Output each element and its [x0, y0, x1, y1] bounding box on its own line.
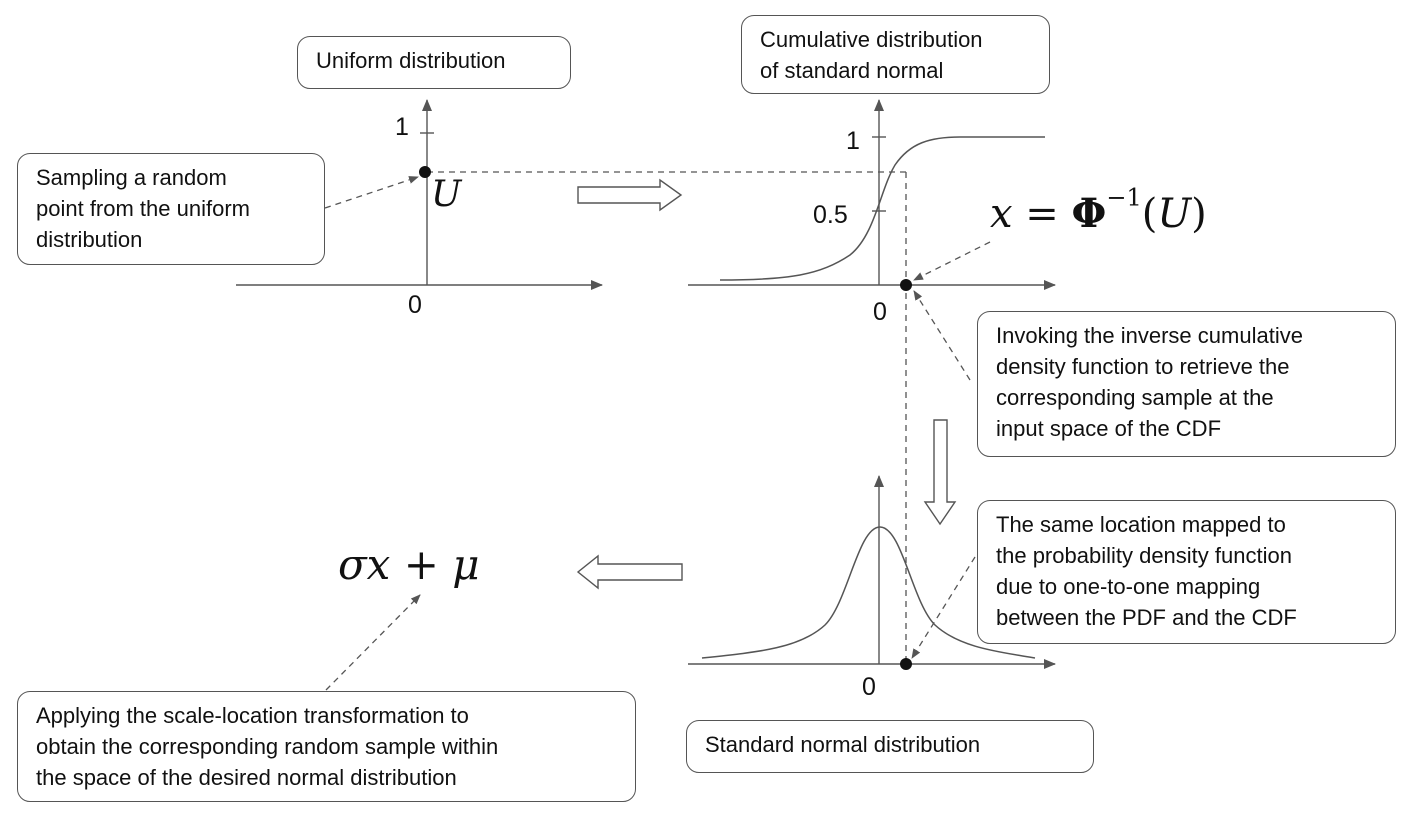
pdf-tick-zero: 0 [862, 673, 876, 701]
down-block-arrow [923, 419, 957, 526]
uniform-axes [236, 99, 603, 290]
cdf-tick-one: 1 [846, 127, 860, 155]
inverse-x: x [990, 191, 1013, 237]
pdf-curve [701, 526, 1036, 659]
scale-mu: μ [452, 540, 480, 589]
scale-plus: + [403, 540, 439, 589]
cdf-sample-point [900, 279, 912, 291]
pdf-axes [688, 475, 1056, 669]
inverse-formula: x = Φ−1(U) [990, 185, 1207, 237]
cdf-tick-zero: 0 [873, 298, 887, 326]
pdf-sample-point [900, 658, 912, 670]
cdf-axes [688, 99, 1056, 290]
inverse-exp: −1 [1106, 183, 1142, 212]
uniform-sample-point [419, 166, 431, 178]
dashed-guides [427, 171, 907, 664]
uniform-tick-one: 1 [395, 113, 409, 141]
left-block-arrow [576, 554, 683, 590]
inverse-arg: U [1157, 191, 1192, 237]
uniform-title-box: Uniform distribution [297, 36, 571, 89]
u-label: U [431, 174, 461, 215]
right-block-arrow [577, 178, 683, 212]
inverse-close: ) [1191, 191, 1207, 237]
sampling-note-box: Sampling a random point from the uniform… [17, 153, 325, 265]
scale-x: x [366, 540, 391, 589]
uniform-tick-zero: 0 [408, 291, 422, 319]
scale-formula: σx + μ [338, 540, 480, 589]
scale-sigma: σ [338, 540, 367, 589]
inverse-open: ( [1141, 191, 1158, 237]
cdf-title-box: Cumulative distribution of standard norm… [741, 15, 1050, 94]
normal-title-box: Standard normal distribution [686, 720, 1094, 773]
inverse-eq: = [1025, 191, 1059, 237]
inverse-note-box: Invoking the inverse cumulative density … [977, 311, 1396, 457]
cdf-curve [719, 136, 1045, 281]
u-symbol: U [431, 174, 462, 215]
cdf-tick-half: 0.5 [813, 201, 848, 229]
scale-note-box: Applying the scale-location transformati… [17, 691, 636, 802]
inverse-phi: Φ [1071, 190, 1107, 237]
pointer-arrows [324, 176, 991, 691]
pdf-note-box: The same location mapped to the probabil… [977, 500, 1396, 644]
